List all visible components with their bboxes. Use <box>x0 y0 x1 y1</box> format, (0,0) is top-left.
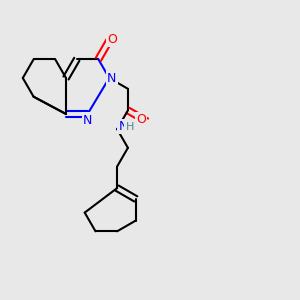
Text: O: O <box>107 33 117 46</box>
Text: N: N <box>107 71 116 85</box>
Text: N: N <box>83 113 92 127</box>
Text: O: O <box>136 113 146 126</box>
Text: H: H <box>125 122 134 132</box>
Text: N: N <box>118 120 128 133</box>
